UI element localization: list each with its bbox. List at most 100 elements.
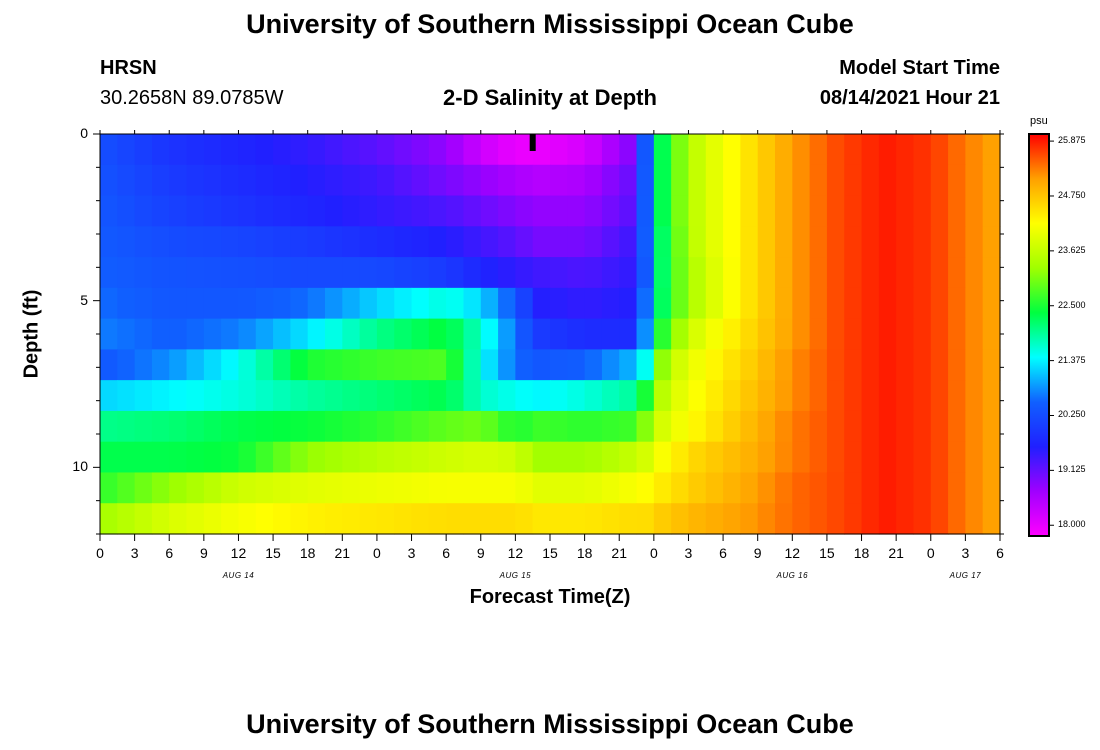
heatmap-cell	[844, 410, 863, 443]
heatmap-cell	[550, 226, 568, 258]
heatmap-cell	[550, 441, 568, 474]
heatmap-cell	[636, 226, 655, 258]
heatmap-cell	[757, 503, 776, 535]
heatmap-cell	[100, 257, 118, 289]
heatmap-cell	[757, 195, 776, 227]
heatmap-cell	[757, 257, 776, 289]
heatmap-cell	[238, 134, 257, 166]
heatmap-cell	[930, 410, 949, 443]
heatmap-cell	[117, 503, 136, 535]
heatmap-cell	[948, 380, 966, 412]
heatmap-cell	[844, 349, 863, 381]
heatmap-cell	[965, 257, 984, 289]
heatmap-cell	[290, 164, 309, 197]
heatmap-cell	[584, 441, 603, 474]
heatmap-cell	[913, 257, 932, 289]
heatmap-cell	[584, 318, 603, 350]
heatmap-cell	[290, 410, 309, 443]
heatmap-cell	[238, 503, 257, 535]
heatmap-cell	[255, 380, 274, 412]
heatmap-cell	[342, 257, 361, 289]
heatmap-cell	[428, 226, 447, 258]
heatmap-cell	[532, 257, 551, 289]
heatmap-cell	[705, 287, 724, 320]
heatmap-cell	[550, 195, 568, 227]
heatmap-cell	[757, 318, 776, 350]
heatmap-cell	[723, 441, 741, 474]
heatmap-cell	[151, 195, 170, 227]
heatmap-cell	[186, 410, 205, 443]
x-tick-label: 21	[334, 545, 351, 561]
colorbar-tick-label: 24.750	[1058, 189, 1086, 200]
heatmap-cell	[376, 164, 395, 197]
x-tick-label: 6	[165, 545, 174, 561]
heatmap-cell	[428, 380, 447, 412]
heatmap-cell	[325, 134, 343, 166]
heatmap-cell	[913, 441, 932, 474]
heatmap-cell	[775, 441, 793, 474]
heatmap-cell	[428, 134, 447, 166]
x-tick-label: 18	[576, 545, 593, 561]
heatmap-cell	[515, 164, 534, 197]
heatmap-cell	[688, 257, 707, 289]
heatmap-cell	[878, 380, 897, 412]
heatmap-cell	[671, 195, 690, 227]
heatmap-cell	[826, 195, 845, 227]
heatmap-cell	[671, 257, 690, 289]
heatmap-cell	[186, 503, 205, 535]
y-tick-label: 10	[72, 458, 88, 475]
heatmap-cell	[290, 349, 309, 381]
heatmap-cell	[740, 503, 759, 535]
heatmap-cell	[861, 134, 880, 166]
heatmap-cell	[688, 349, 707, 381]
heatmap-cell	[861, 195, 880, 227]
heatmap-cell	[238, 380, 257, 412]
heatmap-cell	[221, 287, 240, 320]
heatmap-cell	[186, 134, 205, 166]
heatmap-cell	[636, 318, 655, 350]
heatmap-cell	[290, 195, 309, 227]
heatmap-cell	[221, 164, 240, 197]
heatmap-cell	[930, 349, 949, 381]
x-date-label: AUG 17	[949, 571, 982, 580]
heatmap-cell	[394, 226, 413, 258]
heatmap-cell	[584, 472, 603, 504]
heatmap-cell	[844, 164, 863, 197]
heatmap-cell	[307, 134, 326, 166]
heatmap-cell	[238, 164, 257, 197]
heatmap-cell	[428, 441, 447, 474]
heatmap-cell	[775, 472, 793, 504]
heatmap-cell	[463, 257, 482, 289]
heatmap-cell	[688, 195, 707, 227]
heatmap-cell	[186, 195, 205, 227]
heatmap-cell	[290, 503, 309, 535]
x-tick-label: 9	[199, 545, 208, 561]
heatmap-cell	[688, 472, 707, 504]
x-tick-label: 6	[996, 545, 1004, 561]
heatmap-cell	[221, 257, 240, 289]
heatmap-cell	[913, 410, 932, 443]
heatmap-cell	[446, 287, 465, 320]
heatmap-cell	[792, 318, 811, 350]
heatmap-cell	[359, 503, 378, 535]
heatmap-cell	[948, 226, 966, 258]
heatmap-cell	[169, 226, 188, 258]
heatmap-cell	[844, 441, 863, 474]
heatmap-cell	[221, 349, 240, 381]
heatmap-cell	[567, 164, 586, 197]
heatmap-cell	[411, 410, 430, 443]
heatmap-cell	[532, 318, 551, 350]
heatmap-cell	[653, 257, 672, 289]
heatmap-cell	[792, 410, 811, 443]
heatmap-cell	[792, 503, 811, 535]
heatmap-cell	[723, 257, 741, 289]
heatmap-cell	[567, 349, 586, 381]
heatmap-cell	[376, 349, 395, 381]
heatmap-cell	[480, 287, 499, 320]
heatmap-cell	[359, 226, 378, 258]
heatmap-cell	[965, 472, 984, 504]
heatmap-cell	[134, 441, 153, 474]
heatmap-cell	[359, 410, 378, 443]
heatmap-cell	[515, 410, 534, 443]
heatmap-cell	[342, 164, 361, 197]
